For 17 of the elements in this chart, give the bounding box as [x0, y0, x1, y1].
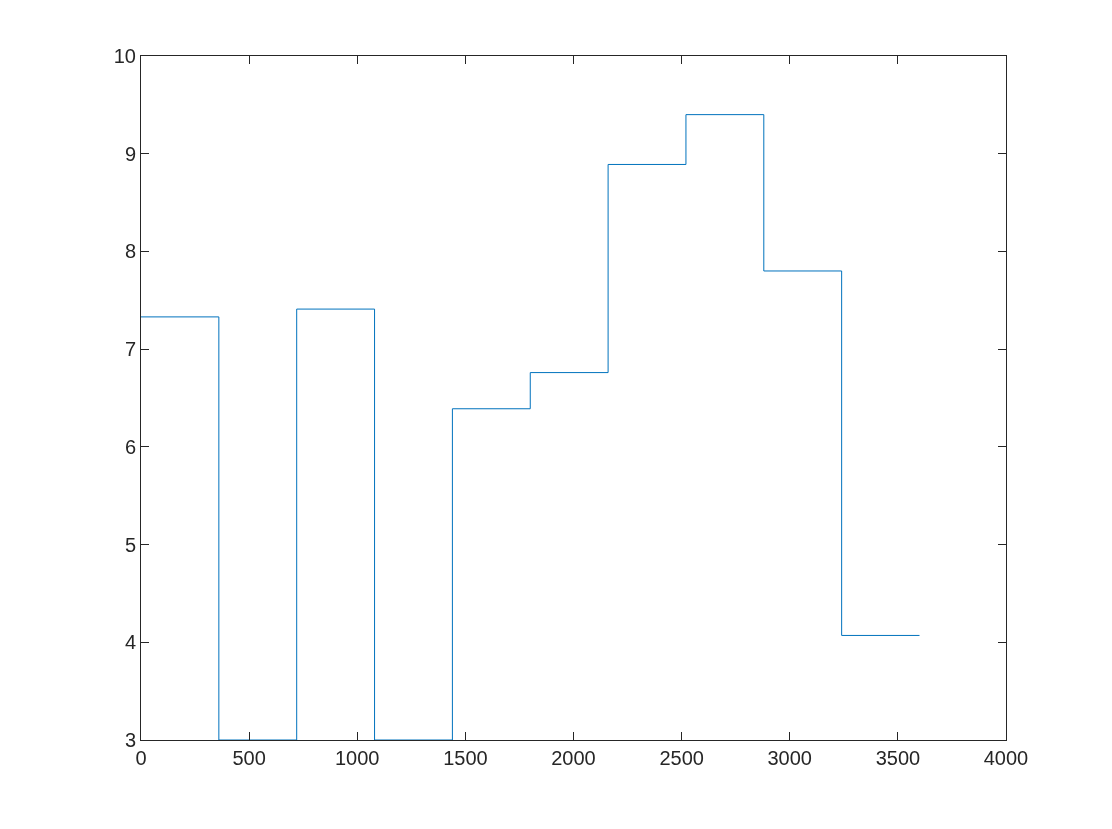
y-tick-label: 5 [124, 533, 136, 556]
y-tick-label: 10 [113, 45, 136, 67]
y-tick-label: 7 [124, 338, 136, 361]
y-tick-label: 9 [124, 142, 136, 165]
x-tick-label: 3000 [767, 747, 812, 769]
x-tick-label: 2500 [659, 747, 704, 769]
y-tick-label: 6 [124, 435, 136, 458]
y-tick-label: 4 [124, 631, 136, 654]
x-tick-label: 1500 [443, 747, 488, 769]
x-tick-label: 500 [232, 747, 266, 769]
x-tick-label: 3500 [875, 747, 921, 769]
x-tick-label: 4000 [983, 747, 1029, 769]
x-tick-label: 1000 [335, 747, 380, 769]
x-tick-label: 2000 [551, 747, 596, 769]
y-tick-label: 3 [124, 729, 136, 751]
x-tick-label: 0 [135, 747, 147, 769]
y-tick-label: 8 [124, 240, 136, 263]
